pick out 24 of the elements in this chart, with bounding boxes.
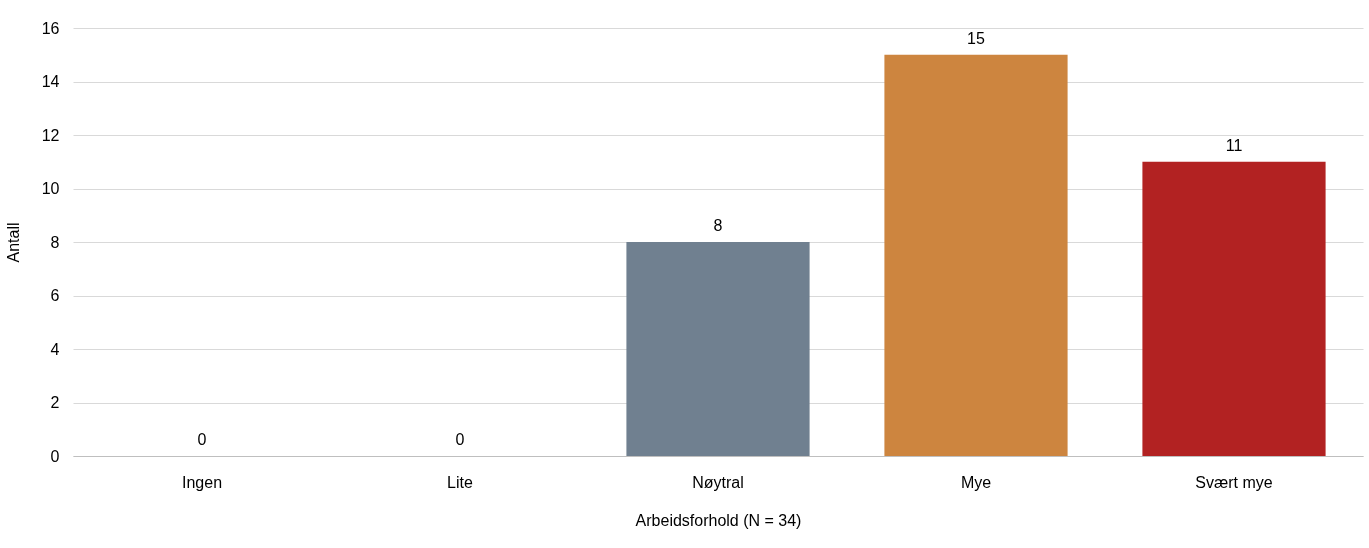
x-tick-label: Ingen [181, 473, 223, 491]
data-label: 11 [1225, 136, 1243, 154]
y-tick-label: 10 [41, 180, 60, 197]
bar [884, 54, 1068, 456]
y-tick-label: 14 [41, 73, 60, 90]
data-label: 8 [713, 217, 723, 234]
x-tick-label: Nøytral [692, 473, 744, 491]
y-tick-label: 6 [50, 287, 60, 304]
data-label: 0 [197, 431, 207, 448]
x-tick-label: Mye [960, 473, 992, 491]
x-axis-title: Arbeidsforhold (N = 34) [635, 511, 802, 529]
bar [1142, 161, 1326, 456]
y-tick-label: 4 [50, 340, 60, 358]
y-tick-label: 16 [41, 19, 60, 37]
y-tick-label: 12 [41, 126, 60, 144]
y-axis-title: Antall [4, 222, 22, 263]
bar [626, 242, 810, 456]
y-tick-label: 8 [50, 233, 60, 251]
x-tick-label: Svært mye [1195, 473, 1273, 491]
y-tick-label: 0 [50, 447, 60, 465]
y-tick-label: 2 [50, 394, 60, 411]
data-label: 15 [967, 29, 985, 47]
x-tick-label: Lite [447, 473, 473, 491]
data-label: 0 [455, 431, 465, 448]
